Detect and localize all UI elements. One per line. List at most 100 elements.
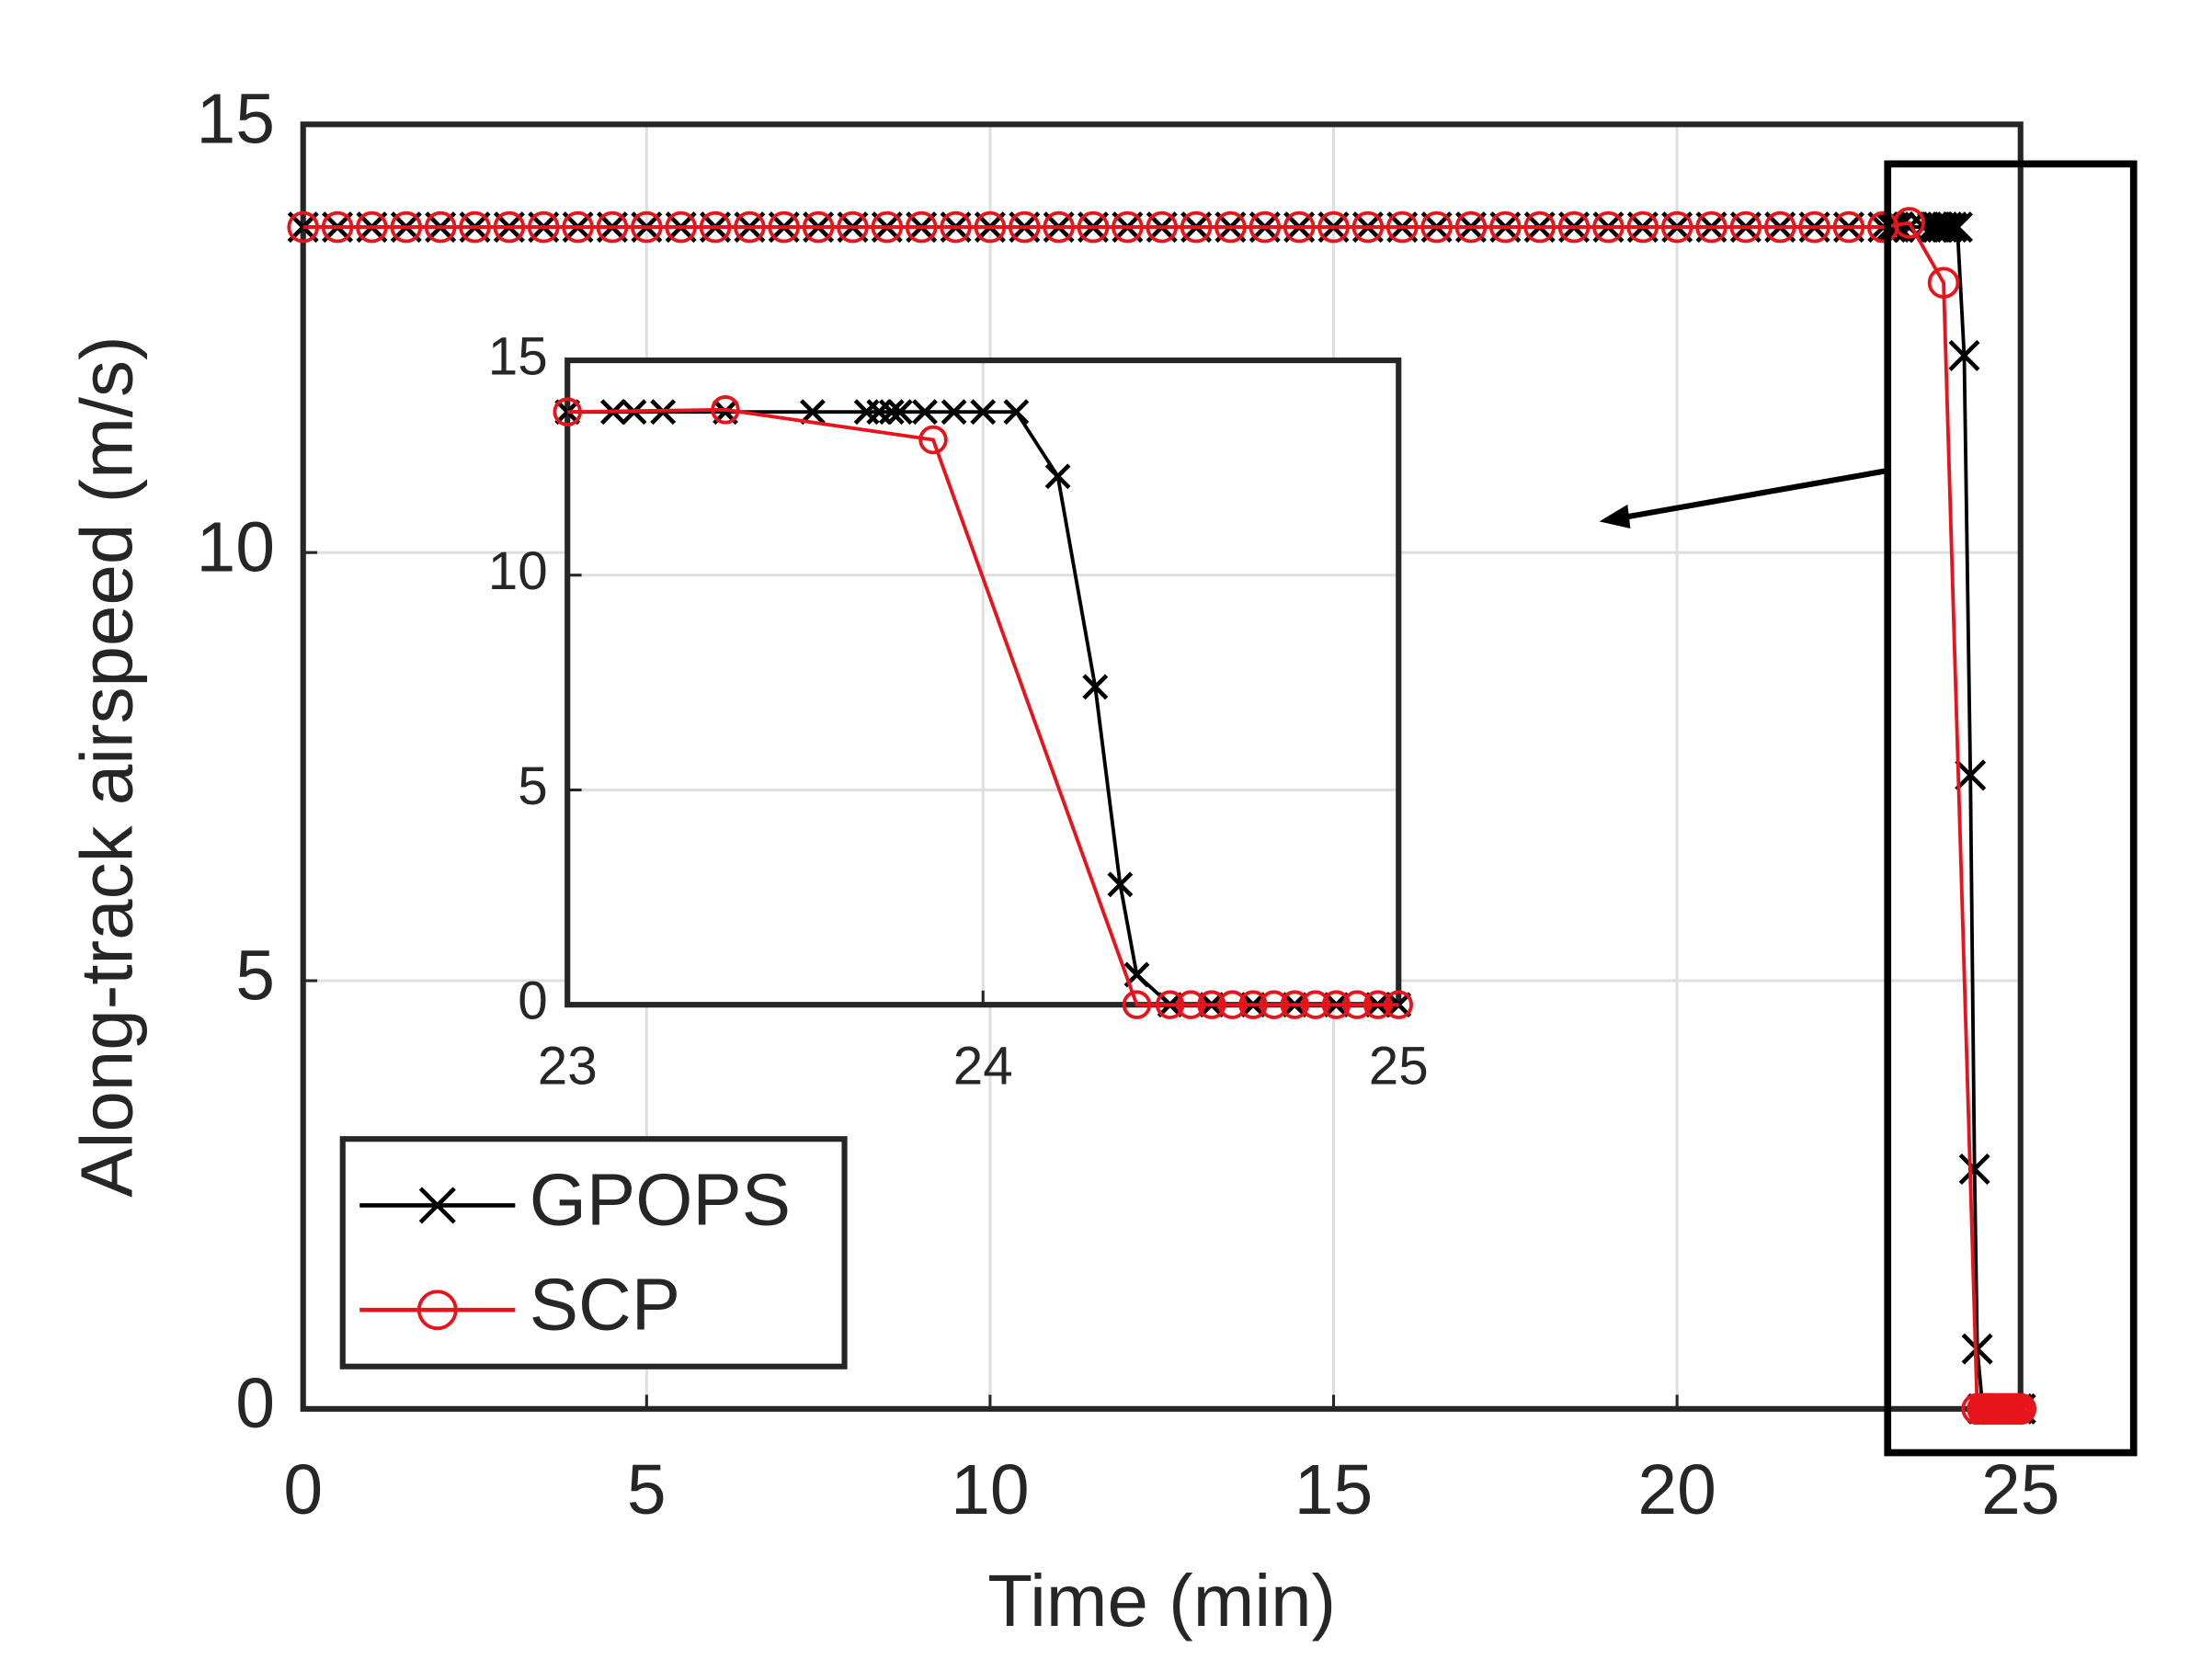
x-tick-label: 0 [283, 1450, 323, 1529]
marker-circle [1321, 990, 1351, 1019]
marker-circle [665, 210, 697, 244]
marker-circle [1384, 990, 1414, 1019]
marker-circle [768, 210, 801, 244]
marker-x [418, 1187, 456, 1224]
marker-circle [356, 210, 388, 244]
marker-circle [1342, 990, 1372, 1019]
marker-circle [1112, 210, 1144, 244]
marker-circle [596, 210, 629, 244]
marker-circle [1798, 210, 1830, 244]
marker-circle [1077, 210, 1110, 244]
marker-x [1003, 399, 1030, 426]
marker-circle [837, 210, 869, 244]
marker-circle [416, 1290, 458, 1331]
marker-circle [1249, 210, 1282, 244]
marker-circle [321, 210, 354, 244]
marker-circle [493, 210, 526, 244]
legend-label: SCP [530, 1263, 680, 1345]
y-tick-label: 10 [488, 541, 548, 601]
marker-x [1948, 339, 1980, 371]
marker-circle [734, 210, 766, 244]
legend: GPOPS SCP [339, 1136, 848, 1369]
x-tick-label: 15 [1294, 1450, 1374, 1529]
marker-circle [1197, 990, 1226, 1019]
marker-circle [1301, 990, 1330, 1019]
marker-circle [562, 210, 594, 244]
x-tick-label: 20 [1637, 1450, 1716, 1529]
marker-circle [1557, 210, 1591, 244]
marker-circle [1385, 210, 1419, 244]
marker-circle [1626, 210, 1659, 244]
marker-x [912, 399, 938, 426]
marker-circle [1214, 210, 1247, 244]
marker-circle [1155, 990, 1185, 1019]
marker-x [1942, 211, 1974, 244]
marker-circle [1363, 990, 1393, 1019]
y-tick-label: 5 [235, 936, 275, 1015]
marker-circle [390, 210, 423, 244]
marker-circle [1008, 210, 1041, 244]
y-tick-label: 10 [196, 507, 275, 586]
marker-x [886, 399, 913, 426]
axes-box [300, 121, 2024, 1412]
zoom-arrowhead [1599, 504, 1631, 529]
marker-circle [1238, 990, 1268, 1019]
marker-x [1107, 871, 1134, 898]
marker-circle [1217, 990, 1248, 1019]
marker-circle [1763, 210, 1796, 244]
marker-circle [1592, 210, 1625, 244]
marker-circle [1523, 210, 1556, 244]
marker-circle [1927, 267, 1960, 299]
x-tick-label: 25 [1981, 1450, 2060, 1529]
marker-circle [631, 210, 663, 244]
marker-circle [1695, 210, 1727, 244]
legend-box [339, 1136, 848, 1369]
marker-circle [699, 210, 732, 244]
marker-circle [553, 397, 582, 426]
marker-circle [287, 210, 320, 244]
marker-circle [1729, 210, 1762, 244]
marker-circle [1893, 207, 1925, 239]
x-axis-label: Time (min) [987, 1560, 1336, 1642]
marker-circle [1420, 210, 1453, 244]
marker-circle [1176, 990, 1206, 1019]
marker-circle [711, 395, 740, 425]
x-tick-label: 10 [951, 1450, 1030, 1529]
marker-circle [974, 210, 1007, 244]
marker-x [1955, 759, 1987, 791]
marker-x [799, 399, 826, 426]
marker-x [941, 399, 967, 426]
marker-circle [871, 210, 904, 244]
marker-circle [905, 210, 938, 244]
marker-circle [1489, 210, 1522, 244]
marker-circle [1660, 210, 1693, 244]
marker-circle [2004, 1392, 2037, 1426]
marker-circle [1351, 210, 1385, 244]
marker-x [970, 399, 997, 426]
marker-circle [424, 210, 457, 244]
marker-circle [1317, 210, 1350, 244]
series-line [567, 407, 1399, 1007]
marker-circle [1832, 210, 1865, 244]
marker-circle [1180, 210, 1213, 244]
marker-x [1926, 211, 1958, 244]
marker-circle [1259, 990, 1289, 1019]
inset-plot: 23 24 25 0 5 10 15 [488, 326, 1429, 1096]
zoom-box [1884, 160, 2138, 1457]
axes-box [564, 357, 1402, 1008]
marker-circle [802, 210, 835, 244]
marker-x [1044, 463, 1071, 490]
marker-circle [1454, 210, 1488, 244]
marker-circle [1283, 210, 1316, 244]
marker-x [1936, 211, 1968, 244]
marker-circle [459, 210, 491, 244]
y-tick-label: 5 [518, 756, 547, 816]
legend-label: GPOPS [530, 1159, 791, 1241]
y-tick-label: 15 [488, 326, 548, 386]
marker-circle [1280, 990, 1310, 1019]
x-tick-label: 23 [538, 1036, 598, 1096]
marker-x [1958, 1153, 1990, 1185]
marker-x [1082, 674, 1109, 700]
marker-x [1961, 1333, 1993, 1365]
